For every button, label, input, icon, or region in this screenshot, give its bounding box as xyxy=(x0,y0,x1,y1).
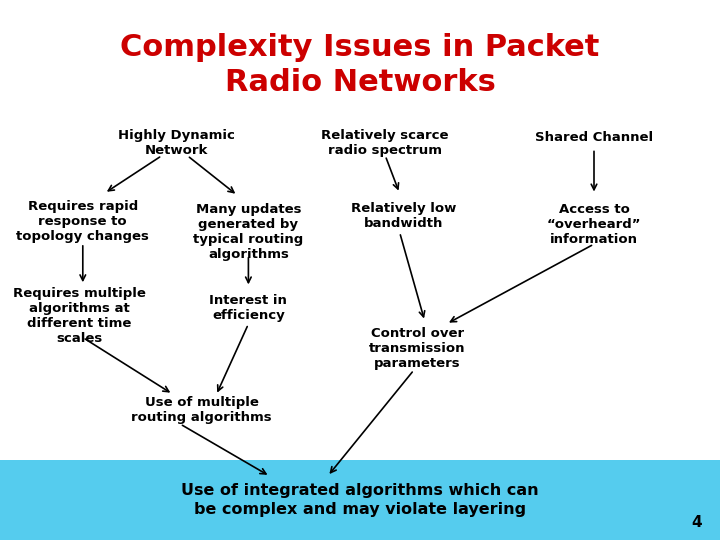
Text: Relatively scarce
radio spectrum: Relatively scarce radio spectrum xyxy=(321,129,449,157)
Text: Access to
“overheard”
information: Access to “overheard” information xyxy=(546,202,642,246)
Text: Use of integrated algorithms which can
be complex and may violate layering: Use of integrated algorithms which can b… xyxy=(181,483,539,517)
Text: 4: 4 xyxy=(691,515,702,530)
Text: Interest in
efficiency: Interest in efficiency xyxy=(210,294,287,322)
Text: Requires rapid
response to
topology changes: Requires rapid response to topology chan… xyxy=(17,200,149,243)
Text: Complexity Issues in Packet
Radio Networks: Complexity Issues in Packet Radio Networ… xyxy=(120,33,600,97)
FancyBboxPatch shape xyxy=(0,460,720,540)
Text: Use of multiple
routing algorithms: Use of multiple routing algorithms xyxy=(131,396,272,424)
Text: Shared Channel: Shared Channel xyxy=(535,131,653,144)
Text: Highly Dynamic
Network: Highly Dynamic Network xyxy=(118,129,235,157)
Text: Many updates
generated by
typical routing
algorithms: Many updates generated by typical routin… xyxy=(193,203,304,261)
Text: Requires multiple
algorithms at
different time
scales: Requires multiple algorithms at differen… xyxy=(13,287,145,345)
Text: Relatively low
bandwidth: Relatively low bandwidth xyxy=(351,202,456,230)
Text: Control over
transmission
parameters: Control over transmission parameters xyxy=(369,327,466,370)
